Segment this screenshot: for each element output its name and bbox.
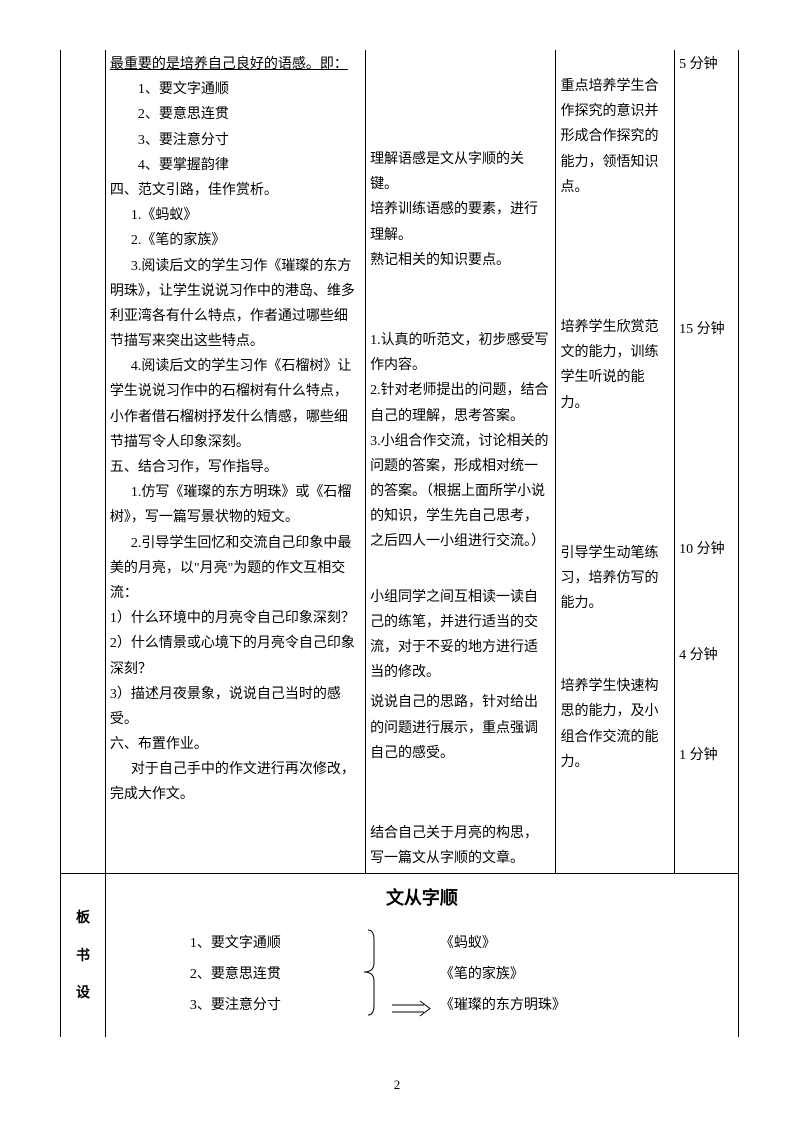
sec4-title: 四、范文引路，佳作赏析。: [110, 178, 361, 203]
board-label-3: 设: [65, 981, 101, 1006]
page-number: 2: [0, 1077, 794, 1093]
c4-p2: 培养学生欣赏范文的能力，训练学生听说的能力。: [560, 315, 670, 416]
design-intent: 重点培养学生合作探究的意识并形成合作探究的能力，领悟知识点。 培养学生欣赏范文的…: [556, 50, 675, 874]
main-row: 最重要的是培养自己良好的语感。即： 1、要文字通顺 2、要意思连贯 3、要注意分…: [61, 50, 739, 874]
board-diagram: 1、要文字通顺 2、要意思连贯 3、要注意分寸 《蚂蚁》 《笔的家族》 《璀璨的…: [110, 925, 734, 1035]
sec4-p3: 3.阅读后文的学生习作《璀璨的东方明珠》，让学生说说习作中的港岛、维多利亚湾各有…: [110, 254, 361, 355]
board-right-2: 《笔的家族》: [440, 962, 566, 987]
c3-p2: 培养训练语感的要素，进行理解。: [370, 197, 551, 247]
intro-line: 最重要的是培养自己良好的语感。即：: [110, 57, 348, 72]
time-3: 10 分钟: [679, 537, 734, 562]
sec4-item-2: 2.《笔的家族》: [110, 228, 361, 253]
board-title: 文从字顺: [110, 876, 734, 924]
c3-p6: 3.小组合作交流，讨论相关的问题的答案，形成相对统一的答案。（根据上面所学小说的…: [370, 429, 551, 555]
col1-empty: [61, 50, 106, 874]
student-activity: 理解语感是文从字顺的关键。 培养训练语感的要素，进行理解。 熟记相关的知识要点。…: [366, 50, 556, 874]
board-content-cell: 文从字顺 1、要文字通顺 2、要意思连贯 3、要注意分寸 《蚂蚁》 《笔: [105, 874, 738, 1037]
c3-p7: 小组同学之间互相读一读自己的练笔，并进行适当的交流，对于不妥的地方进行适当的修改…: [370, 585, 551, 686]
bracket-icon: [358, 925, 388, 1020]
time-1: 5 分钟: [679, 52, 734, 77]
lesson-table: 最重要的是培养自己良好的语感。即： 1、要文字通顺 2、要意思连贯 3、要注意分…: [60, 50, 739, 1037]
sec5-q1: 1）什么环境中的月亮令自己印象深刻？: [110, 606, 361, 631]
board-right-1: 《蚂蚁》: [440, 931, 566, 956]
point-2: 2、要意思连贯: [110, 102, 361, 127]
sec5-q3: 3）描述月夜景象，说说自己当时的感受。: [110, 682, 361, 732]
board-row: 板 书 设 文从字顺 1、要文字通顺 2、要意思连贯 3、要注意分寸: [61, 874, 739, 1037]
time-5: 1 分钟: [679, 743, 734, 768]
board-label-2: 书: [65, 944, 101, 969]
sec5-title: 五、结合习作，写作指导。: [110, 455, 361, 480]
point-4: 4、要掌握韵律: [110, 153, 361, 178]
sec4-p4: 4.阅读后文的学生习作《石榴树》让学生说说习作中的石榴树有什么特点，小作者借石榴…: [110, 354, 361, 455]
sec5-p2: 2.引导学生回忆和交流自己印象中最美的月亮，以"月亮"为题的作文互相交流：: [110, 531, 361, 607]
board-left-1: 1、要文字通顺: [190, 931, 370, 956]
teaching-process: 最重要的是培养自己良好的语感。即： 1、要文字通顺 2、要意思连贯 3、要注意分…: [105, 50, 365, 874]
c3-p9: 结合自己关于月亮的构思，写一篇文从字顺的文章。: [370, 821, 551, 871]
c3-p8: 说说自己的思路，针对给出的问题进行展示，重点强调自己的感受。: [370, 690, 551, 766]
c3-p5: 2.针对老师提出的问题，结合自己的理解，思考答案。: [370, 378, 551, 428]
sec5-q2: 2）什么情景或心境下的月亮令自己印象深刻？: [110, 631, 361, 681]
point-3: 3、要注意分寸: [110, 128, 361, 153]
board-right-3: 《璀璨的东方明珠》: [440, 993, 566, 1018]
c3-p3: 熟记相关的知识要点。: [370, 248, 551, 273]
board-left-3: 3、要注意分寸: [190, 993, 370, 1018]
c3-p1: 理解语感是文从字顺的关键。: [370, 147, 551, 197]
c4-p4: 培养学生快速构思的能力，及小组合作交流的能力。: [560, 674, 670, 775]
point-1: 1、要文字通顺: [110, 77, 361, 102]
board-label-cell: 板 书 设: [61, 874, 106, 1037]
board-label-1: 板: [65, 906, 101, 931]
c3-p4: 1.认真的听范文，初步感受写作内容。: [370, 328, 551, 378]
arrow-icon: [390, 1000, 434, 1018]
c4-p3: 引导学生动笔练习，培养仿写的能力。: [560, 541, 670, 617]
time-col: 5 分钟 15 分钟 10 分钟 4 分钟 1 分钟: [675, 50, 739, 874]
board-left-2: 2、要意思连贯: [190, 962, 370, 987]
sec6-title: 六、布置作业。: [110, 732, 361, 757]
sec5-p1: 1.仿写《璀璨的东方明珠》或《石榴树》，写一篇写景状物的短文。: [110, 480, 361, 530]
c4-p1: 重点培养学生合作探究的意识并形成合作探究的能力，领悟知识点。: [560, 74, 670, 200]
time-2: 15 分钟: [679, 317, 734, 342]
sec6-p1: 对于自己手中的作文进行再次修改，完成大作文。: [110, 757, 361, 807]
sec4-item-1: 1.《蚂蚁》: [110, 203, 361, 228]
time-4: 4 分钟: [679, 643, 734, 668]
